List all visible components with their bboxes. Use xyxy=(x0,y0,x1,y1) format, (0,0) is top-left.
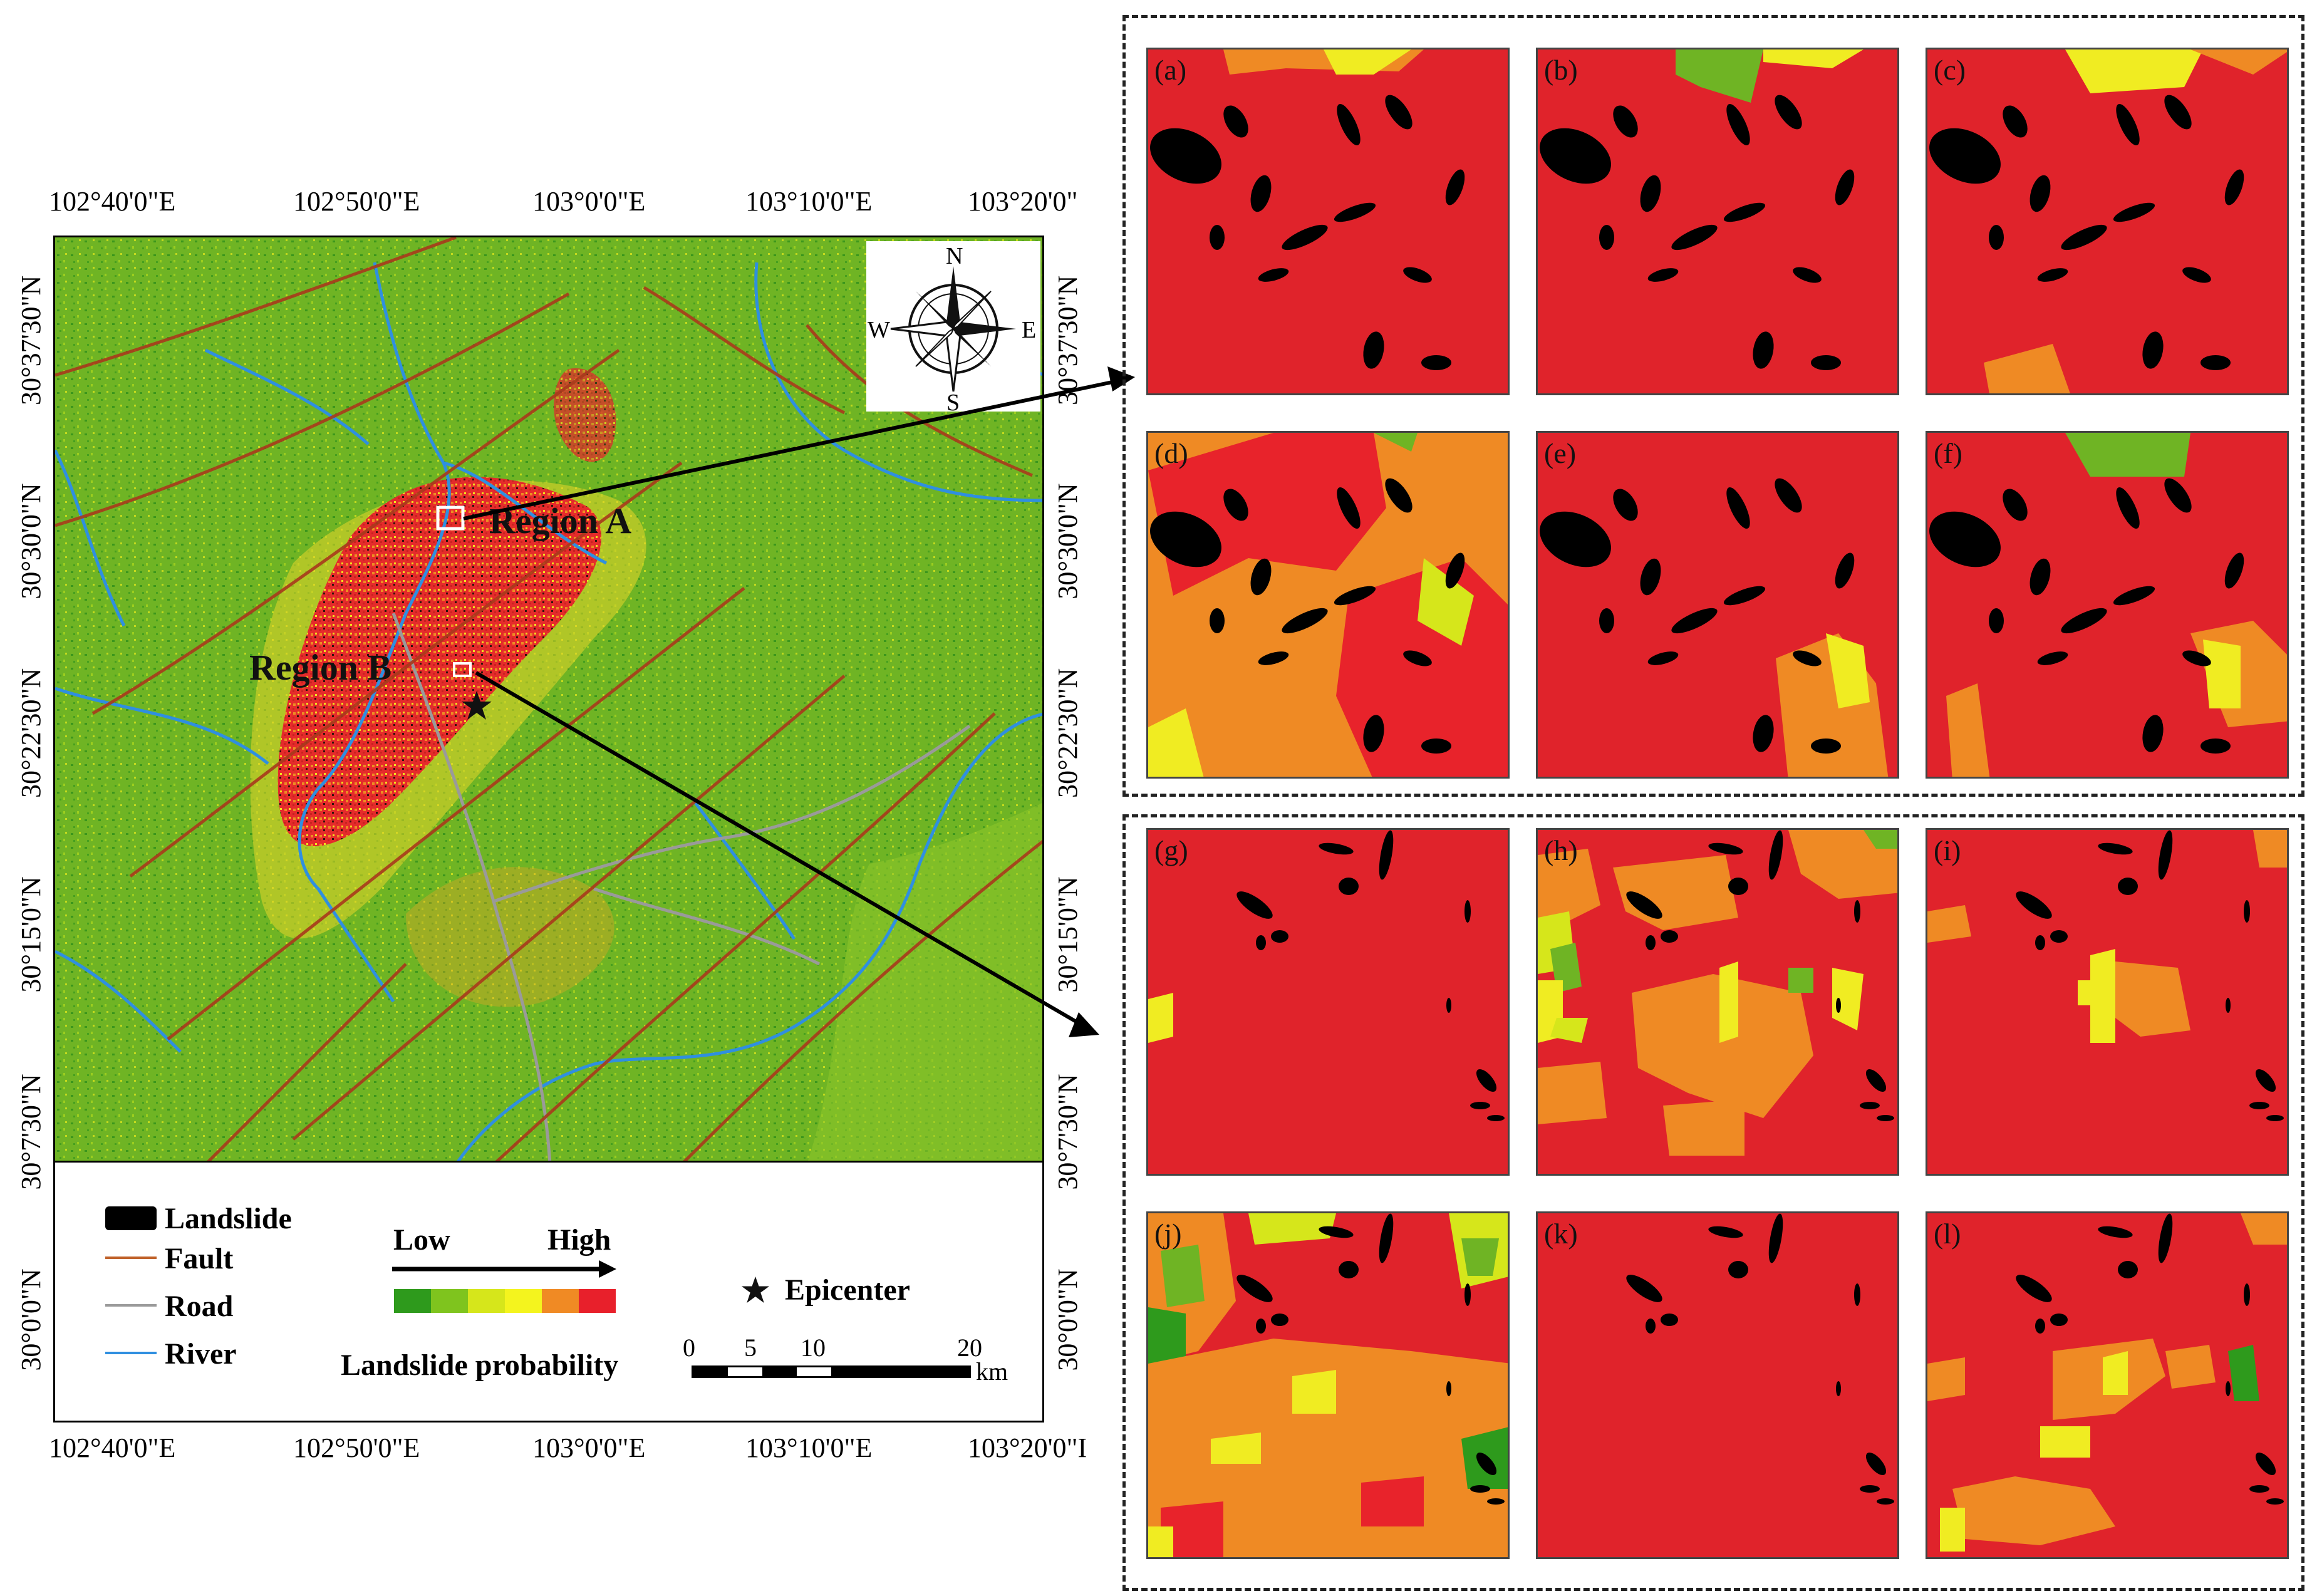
panel-l-label: (l) xyxy=(1934,1218,1961,1250)
region-a-connector xyxy=(463,378,1122,521)
panel-i-label: (i) xyxy=(1934,834,1961,866)
panel-k-label: (k) xyxy=(1544,1218,1578,1250)
region-b-label: Region B xyxy=(249,647,392,688)
susceptibility-map: Region A Region B N S W E xyxy=(53,236,1044,1163)
panel-g: (g) xyxy=(1146,828,1510,1176)
legend-probability-title: Landslide probability xyxy=(341,1349,619,1382)
region-b-connector xyxy=(475,671,1085,1028)
ramp-very-high xyxy=(579,1289,616,1313)
panel-b-label: (b) xyxy=(1544,54,1578,86)
region-b-panel-group xyxy=(1122,814,2304,1591)
high-probability-zone xyxy=(277,477,602,847)
probability-color-ramp xyxy=(394,1289,616,1313)
panel-f: (f) xyxy=(1926,431,2289,779)
compass-e: E xyxy=(1022,317,1037,343)
compass-w: W xyxy=(868,317,890,343)
panel-f-label: (f) xyxy=(1934,437,1962,469)
compass-n: N xyxy=(946,243,963,269)
compass-icon xyxy=(890,266,1016,392)
ramp-low xyxy=(431,1289,468,1313)
panel-c: (c) xyxy=(1926,48,2289,395)
panel-h: (h) xyxy=(1536,828,1899,1176)
top-lon-label: 103°20'0" xyxy=(968,186,1078,217)
top-lon-label: 103°10'0"E xyxy=(745,186,873,217)
bottom-lon-label: 103°0'0"E xyxy=(532,1433,646,1463)
scale-tick-5: 5 xyxy=(744,1334,757,1362)
bottom-lon-label: 102°40'0"E xyxy=(49,1433,176,1463)
panel-c-label: (c) xyxy=(1934,54,1966,86)
river-network xyxy=(55,262,1042,1161)
road-network xyxy=(391,613,971,1161)
map-legend: Landslide Fault Road River Low High Land… xyxy=(53,1163,1044,1422)
ramp-high xyxy=(542,1289,579,1313)
top-lon-label: 102°40'0"E xyxy=(49,186,176,217)
panel-b: (b) xyxy=(1536,48,1899,395)
panel-a: (a) xyxy=(1146,48,1510,395)
panel-d-label: (d) xyxy=(1154,437,1188,469)
ramp-very-low xyxy=(394,1289,431,1313)
scale-tick-0: 0 xyxy=(683,1334,695,1362)
panel-l: (l) xyxy=(1926,1211,2289,1559)
panel-d: (d) xyxy=(1146,431,1510,779)
panel-g-label: (g) xyxy=(1154,834,1188,866)
region-b-box xyxy=(453,662,472,677)
legend-fault: Fault xyxy=(165,1242,234,1275)
top-lon-label: 102°50'0"E xyxy=(293,186,420,217)
legend-low: Low xyxy=(393,1223,450,1257)
panel-k: (k) xyxy=(1536,1211,1899,1559)
panel-j-label: (j) xyxy=(1154,1218,1182,1250)
region-a-box xyxy=(436,505,465,531)
ramp-moderate-low xyxy=(468,1289,505,1313)
scale-tick-20: 20 xyxy=(957,1334,982,1362)
compass-rose: N S W E xyxy=(866,241,1040,416)
top-lon-label: 103°0'0"E xyxy=(532,186,646,217)
legend-road: Road xyxy=(165,1290,234,1323)
fault-swatch xyxy=(105,1257,157,1259)
fault-lines xyxy=(55,237,1042,1161)
panel-e: (e) xyxy=(1536,431,1899,779)
panel-h-label: (h) xyxy=(1544,834,1578,866)
panel-e-label: (e) xyxy=(1544,437,1577,469)
landslide-swatch xyxy=(105,1206,157,1230)
arrow-right-icon xyxy=(392,1260,616,1278)
legend-high: High xyxy=(547,1223,611,1257)
scale-bar xyxy=(692,1365,971,1378)
river-swatch xyxy=(105,1352,157,1354)
panel-j: (j) xyxy=(1146,1211,1510,1559)
ramp-moderate xyxy=(505,1289,542,1313)
compass-s: S xyxy=(946,390,960,416)
star-icon xyxy=(741,1275,770,1304)
road-swatch xyxy=(105,1304,157,1307)
bottom-lon-label: 103°10'0"E xyxy=(745,1433,873,1463)
legend-river: River xyxy=(165,1337,237,1371)
bottom-lon-label: 102°50'0"E xyxy=(293,1433,420,1463)
panel-i: (i) xyxy=(1926,828,2289,1176)
legend-landslide: Landslide xyxy=(165,1202,292,1235)
bottom-lon-label: 103°20'0"I xyxy=(968,1433,1087,1463)
scale-unit: km xyxy=(976,1357,1008,1386)
region-a-panel-group xyxy=(1122,15,2304,797)
scale-tick-10: 10 xyxy=(801,1334,826,1362)
legend-epicenter: Epicenter xyxy=(785,1273,910,1307)
star-icon xyxy=(461,690,492,721)
panel-a-label: (a) xyxy=(1154,54,1187,86)
